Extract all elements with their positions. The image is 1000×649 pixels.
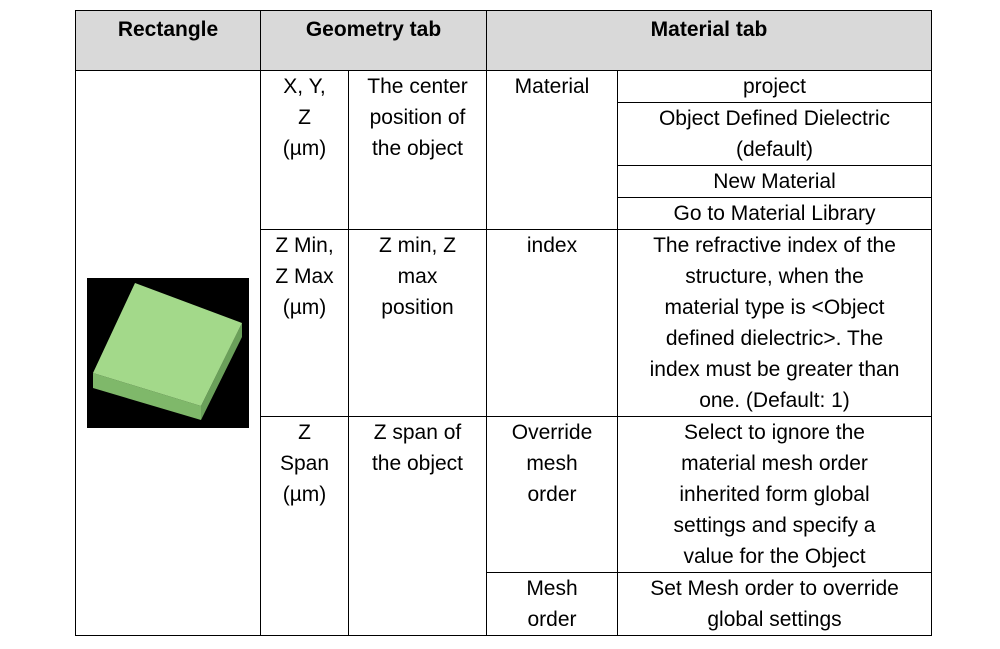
table-row: X, Y, Z (µm) The center position of the … — [75, 70, 933, 636]
header-geometry-tab: Geometry tab — [260, 10, 487, 71]
material-value-cell: Select to ignore the material mesh order… — [616, 416, 933, 573]
param-cell: Z Min, Z Max (µm) — [260, 229, 349, 417]
rectangle-3d-graphic — [87, 278, 249, 428]
param-cell: X, Y, Z (µm) — [260, 70, 349, 230]
top-face — [93, 283, 242, 406]
desc-cell: Z span of the object — [348, 416, 487, 636]
header-rectangle: Rectangle — [75, 10, 261, 71]
material-option: New Material — [616, 165, 933, 198]
table-row: Mesh order Set Mesh order to override gl… — [76, 572, 933, 636]
material-label-cell: Material — [486, 70, 618, 230]
desc-cell: Z min, Z max position — [348, 229, 487, 417]
material-option: Go to Material Library — [616, 197, 933, 230]
desc-cell: The center position of the object — [348, 70, 487, 230]
material-label-cell: index — [486, 229, 618, 417]
material-value-cell: Set Mesh order to override global settin… — [616, 572, 933, 636]
header-material-tab: Material tab — [485, 10, 933, 71]
table-row: Z Min, Z Max (µm) Z min, Z max position … — [76, 229, 933, 417]
param-cell: Z Span (µm) — [260, 416, 349, 636]
right-side-face — [201, 323, 242, 420]
rectangle-3d-icon — [87, 278, 249, 428]
material-option: project — [616, 70, 933, 103]
table-row: Object Defined Dielectric (default) — [76, 102, 933, 166]
material-label-cell: Override mesh order — [486, 416, 618, 573]
table-row: Z Span (µm) Z span of the object Overrid… — [76, 416, 933, 636]
table-row: New Material — [76, 165, 933, 198]
left-side-face — [93, 373, 201, 420]
rectangle-properties-table: Rectangle Geometry tab Material tab — [75, 10, 933, 636]
header-row: Rectangle Geometry tab Material tab — [75, 10, 933, 71]
material-option: Object Defined Dielectric (default) — [616, 102, 933, 166]
material-label-cell: Mesh order — [486, 572, 618, 636]
material-value-cell: The refractive index of the structure, w… — [616, 229, 933, 417]
rectangle-image-cell — [75, 70, 261, 636]
